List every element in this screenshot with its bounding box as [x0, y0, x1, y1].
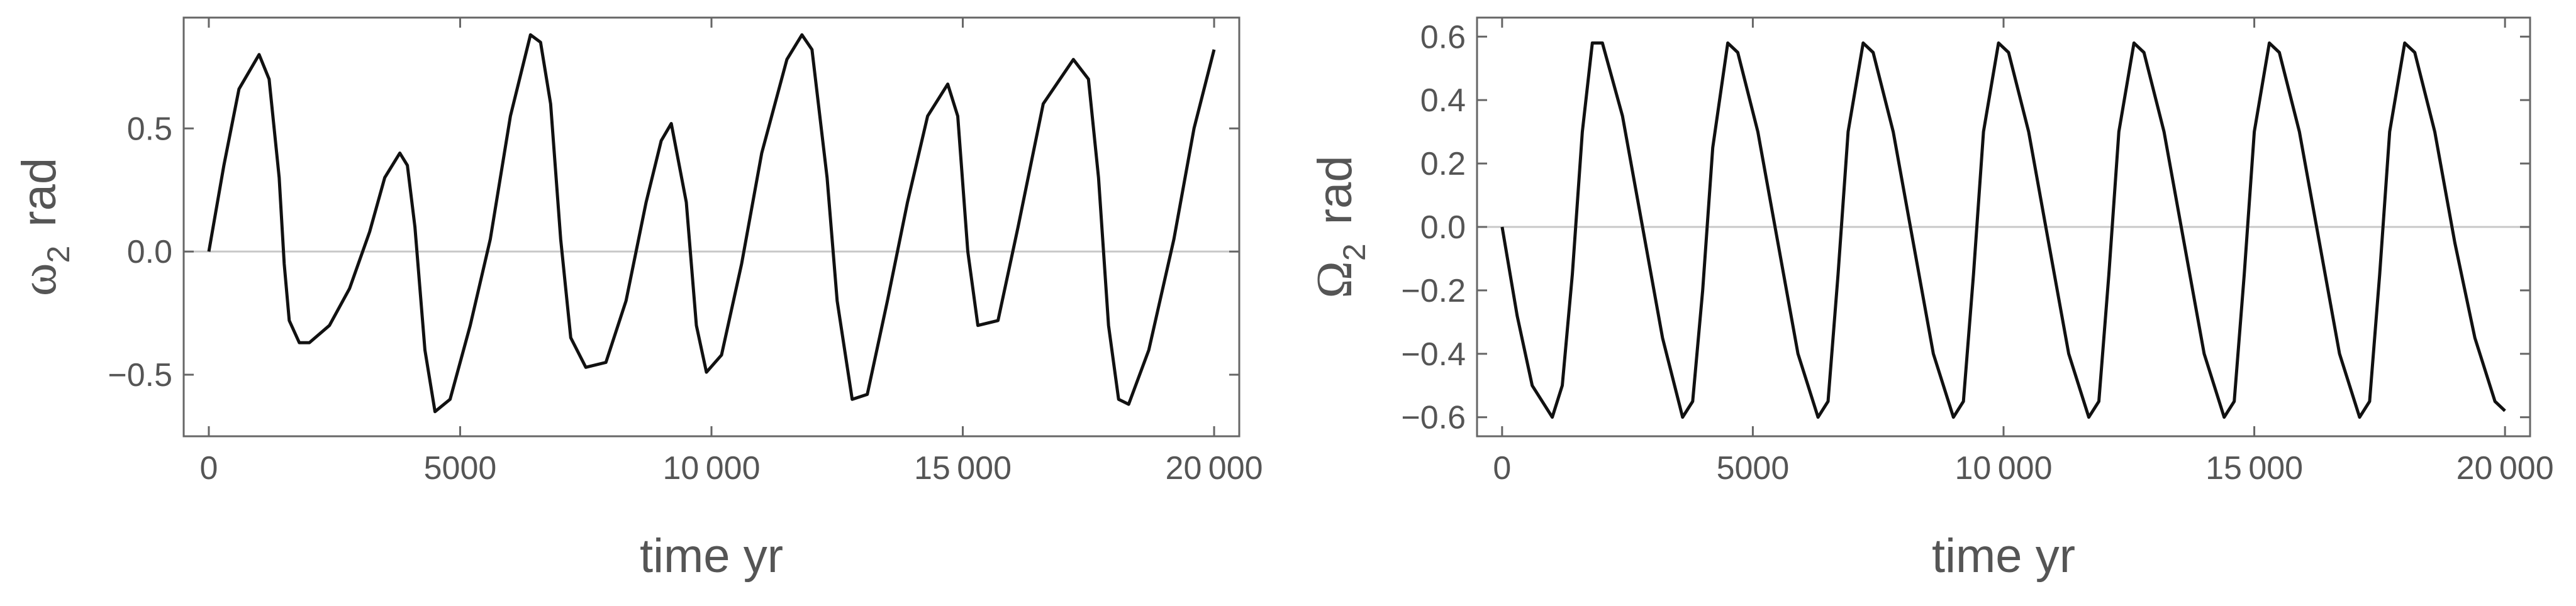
y-axis-symbol: ω	[11, 263, 67, 297]
x-tick-label: 15 000	[2205, 450, 2303, 487]
x-axis-label: time yr	[640, 529, 783, 583]
y-axis-label: ω2 rad	[11, 158, 76, 296]
y-tick-label: 0.5	[127, 111, 172, 147]
y-axis-symbol: Ω	[1307, 261, 1363, 298]
x-tick-label: 5000	[1717, 450, 1790, 487]
x-tick-label: 10 000	[662, 450, 760, 487]
Omega-series-line	[1500, 41, 2506, 419]
y-axis-unit: rad	[13, 158, 66, 227]
y-axis-label: Ω2 rad	[1307, 155, 1372, 298]
y-axis-unit: rad	[1308, 155, 1362, 224]
y-tick-label: −0.5	[108, 357, 172, 394]
y-tick-label: 0.2	[1420, 146, 1466, 182]
x-axis-label: time yr	[1932, 529, 2075, 583]
x-tick-label: 5000	[424, 450, 497, 487]
y-axis-ticks: −0.5 0.0 0.5	[108, 111, 1239, 394]
omega-panel: 0 5000 10 000 15 000 20 000 −0.5 0.0 0.5 time …	[11, 16, 1263, 583]
y-axis-ticks: −0.6 −0.4 −0.2 0.0 0.2 0.4 0.6	[1401, 19, 2530, 436]
y-tick-label: −0.4	[1401, 336, 1466, 373]
y-axis-subscript: 2	[1337, 243, 1372, 261]
omega-series-line	[207, 33, 1216, 414]
x-tick-label: 0	[199, 450, 218, 487]
y-axis-subscript: 2	[41, 246, 76, 263]
x-axis-ticks: 0 5000 10 000 15 000 20 000	[1493, 18, 2554, 487]
x-tick-label: 20 000	[1166, 450, 1263, 487]
x-tick-label: 20 000	[2456, 450, 2554, 487]
plot-frame	[1476, 16, 2531, 438]
y-tick-label: −0.6	[1401, 400, 1466, 436]
plot-frame	[182, 16, 1241, 438]
x-tick-label: 15 000	[914, 450, 1012, 487]
x-axis-ticks: 0 5000 10 000 15 000 20 000	[199, 18, 1263, 487]
y-tick-label: 0.0	[127, 234, 172, 270]
y-tick-label: −0.2	[1401, 273, 1466, 309]
y-tick-label: 0.0	[1420, 209, 1466, 246]
y-tick-label: 0.4	[1420, 82, 1466, 119]
x-tick-label: 10 000	[1954, 450, 2052, 487]
Omega-panel: 0 5000 10 000 15 000 20 000 −0.6 −0.4 −0.2 0.0 0…	[1307, 16, 2554, 583]
x-tick-label: 0	[1493, 450, 1511, 487]
y-tick-label: 0.6	[1420, 19, 1466, 55]
